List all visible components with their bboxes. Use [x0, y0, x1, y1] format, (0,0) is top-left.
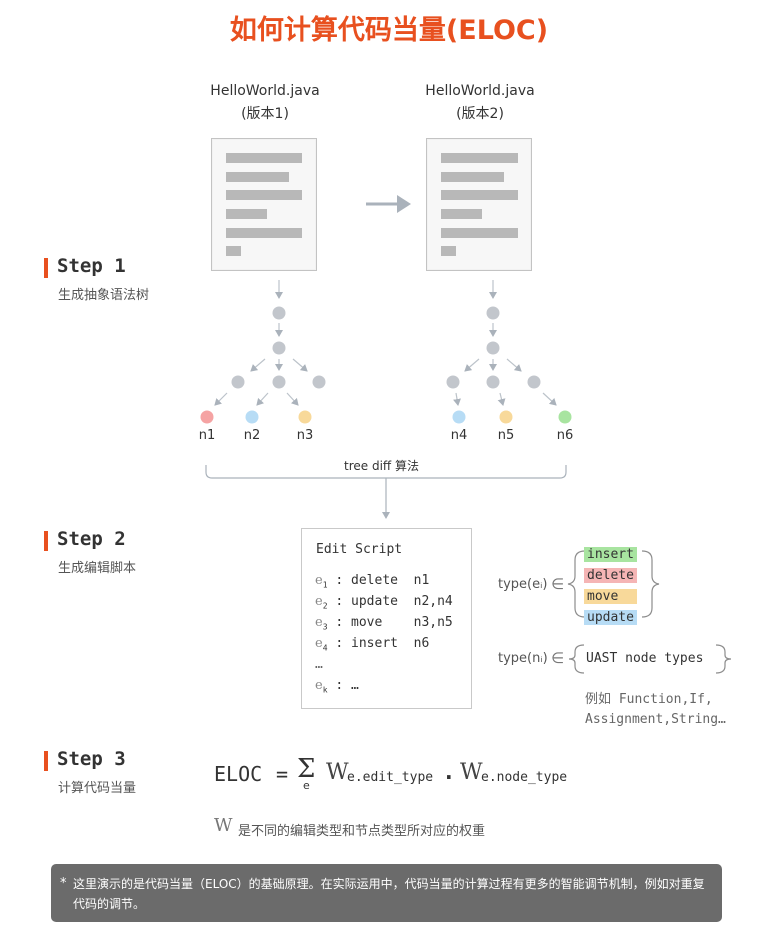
file-name-v1-name: HelloWorld.java: [210, 83, 320, 99]
step1-subtitle: 生成抽象语法树: [58, 288, 150, 303]
node-n2: [245, 410, 259, 424]
file-name-v1-version: (版本1): [241, 106, 289, 122]
node-types-text: UAST node types: [586, 651, 704, 666]
node-label-n5: n5: [497, 428, 515, 443]
weight-edit-symbol: W: [326, 760, 349, 785]
edit-row-k: ek : …: [315, 678, 359, 695]
node-label-n1: n1: [198, 428, 216, 443]
formula-equals: =: [276, 762, 289, 786]
edit-type-update: update: [584, 610, 637, 625]
ast-tree-left: [200, 280, 326, 424]
version-arrow-icon: [366, 195, 411, 213]
tree-diff-bracket: [205, 465, 567, 519]
step2-subtitle: 生成编辑脚本: [58, 561, 137, 576]
node-label-n2: n2: [243, 428, 261, 443]
document-icon-v1: [211, 138, 317, 271]
ast-tree-right: [446, 280, 572, 424]
node-n6: [558, 410, 572, 424]
node-n5: [499, 410, 513, 424]
node-label-n4: n4: [450, 428, 468, 443]
weight-node-subscript: e.node_type: [481, 770, 568, 785]
edit-type-insert: insert: [584, 547, 637, 562]
footer-note: * 这里演示的是代码当量（ELOC）的基础原理。在实际运用中，代码当量的计算过程…: [51, 864, 722, 922]
formula-lhs: ELOC: [214, 762, 263, 786]
edit-types-brace-right: [641, 550, 660, 618]
formula-dot: .: [445, 760, 453, 784]
edit-type-label: type(eᵢ): [498, 577, 548, 592]
node-label-n3: n3: [296, 428, 314, 443]
edit-script-box: Edit Script e1 : delete n1 e2 : update n…: [301, 528, 472, 709]
node-n4: [452, 410, 466, 424]
edit-row-4: e4 : insert n6: [315, 636, 430, 653]
tree-diff-label: tree diff 算法: [340, 457, 423, 474]
file-name-v1: HelloWorld.java (版本1): [190, 80, 340, 126]
edit-type-delete: delete: [584, 568, 637, 583]
file-name-v2-version: (版本2): [456, 106, 504, 122]
node-type-member-icon: ∈: [551, 649, 565, 667]
edit-script-title: Edit Script: [316, 542, 403, 557]
step3-marker: [44, 751, 48, 771]
footer-text: 这里演示的是代码当量（ELOC）的基础原理。在实际运用中，代码当量的计算过程有更…: [73, 877, 705, 911]
weight-edit-subscript: e.edit_type: [347, 770, 434, 785]
edit-types-brace-left: [567, 550, 586, 618]
step1-marker: [44, 258, 48, 278]
node-label-n6: n6: [556, 428, 574, 443]
node-n1: [200, 410, 214, 424]
weight-node-symbol: W: [460, 760, 483, 785]
edit-row-1: e1 : delete n1: [315, 573, 430, 590]
document-icon-v2: [426, 138, 532, 271]
node-n3: [298, 410, 312, 424]
edit-row-2: e2 : update n2,n4: [315, 594, 453, 611]
footer-star-icon: *: [60, 876, 67, 891]
step2-marker: [44, 531, 48, 551]
step2-title: Step 2: [57, 528, 126, 550]
weight-description: 是不同的编辑类型和节点类型所对应的权重: [238, 824, 486, 839]
edit-row-ellipsis: …: [315, 657, 323, 672]
edit-type-move: move: [584, 589, 637, 604]
page-title: 如何计算代码当量(ELOC): [229, 15, 549, 46]
sigma-subscript: e: [303, 779, 310, 792]
node-types-examples-1: 例如 Function,If,: [585, 692, 713, 707]
node-types-brace-right: [715, 644, 732, 674]
file-name-v2: HelloWorld.java (版本2): [405, 80, 555, 126]
node-type-label: type(nᵢ): [498, 651, 548, 666]
step3-title: Step 3: [57, 748, 126, 770]
step1-title: Step 1: [57, 255, 126, 277]
step3-subtitle: 计算代码当量: [58, 781, 137, 796]
node-types-examples-2: Assignment,String…: [585, 712, 726, 727]
edit-type-member-icon: ∈: [551, 575, 565, 593]
sigma-icon: Σ: [297, 754, 316, 784]
weight-desc-symbol: W: [214, 815, 233, 836]
file-name-v2-name: HelloWorld.java: [425, 83, 535, 99]
node-types-brace-left: [568, 644, 585, 674]
edit-row-3: e3 : move n3,n5: [315, 615, 453, 632]
